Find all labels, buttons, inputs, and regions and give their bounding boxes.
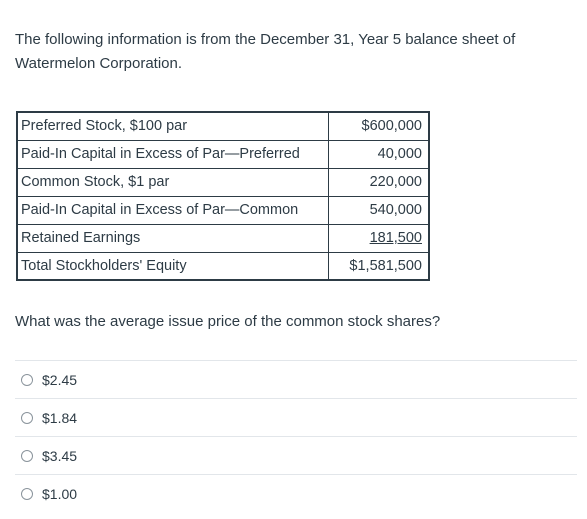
answer-label: $3.45	[42, 447, 78, 464]
answer-list: $2.45 $1.84 $3.45 $1.00	[15, 360, 577, 512]
intro-line-1: The following information is from the De…	[15, 31, 516, 48]
answer-option[interactable]: $1.84	[15, 398, 577, 436]
question-intro: The following information is from the De…	[15, 28, 570, 76]
radio-button-icon[interactable]	[21, 487, 33, 500]
row-label-total-equity: Total Stockholders' Equity	[16, 251, 329, 281]
retained-earnings-amount: 181,500	[369, 230, 422, 246]
row-label-apic-preferred: Paid-In Capital in Excess of Par—Preferr…	[16, 139, 329, 169]
answer-label: $2.45	[42, 371, 78, 388]
table-row: Paid-In Capital in Excess of Par—Common …	[16, 195, 430, 225]
row-value-total-equity: $1,581,500	[327, 251, 430, 281]
answer-label: $1.84	[42, 409, 78, 426]
radio-button-icon[interactable]	[21, 411, 33, 424]
row-label-preferred-stock: Preferred Stock, $100 par	[16, 111, 329, 141]
row-value-apic-preferred: 40,000	[327, 139, 430, 169]
radio-button-icon[interactable]	[21, 449, 33, 462]
answer-option[interactable]: $3.45	[15, 436, 577, 474]
intro-line-2: Watermelon Corporation.	[15, 55, 183, 72]
balance-sheet-table: Preferred Stock, $100 par $600,000 Paid-…	[16, 111, 430, 281]
row-value-common-stock: 220,000	[327, 167, 430, 197]
answer-option[interactable]: $2.45	[15, 360, 577, 398]
table-row: Retained Earnings 181,500	[16, 223, 430, 253]
table-row: Common Stock, $1 par 220,000	[16, 167, 430, 197]
row-value-retained-earnings: 181,500	[327, 223, 430, 253]
row-value-apic-common: 540,000	[327, 195, 430, 225]
answer-option[interactable]: $1.00	[15, 474, 577, 512]
table-row: Paid-In Capital in Excess of Par—Preferr…	[16, 139, 430, 169]
row-label-retained-earnings: Retained Earnings	[16, 223, 329, 253]
question-text: What was the average issue price of the …	[15, 313, 441, 330]
answer-label: $1.00	[42, 485, 78, 502]
row-label-apic-common: Paid-In Capital in Excess of Par—Common	[16, 195, 329, 225]
radio-button-icon[interactable]	[21, 373, 33, 386]
row-label-common-stock: Common Stock, $1 par	[16, 167, 329, 197]
row-value-preferred-stock: $600,000	[327, 111, 430, 141]
table-row: Preferred Stock, $100 par $600,000	[16, 111, 430, 141]
table-row: Total Stockholders' Equity $1,581,500	[16, 251, 430, 281]
